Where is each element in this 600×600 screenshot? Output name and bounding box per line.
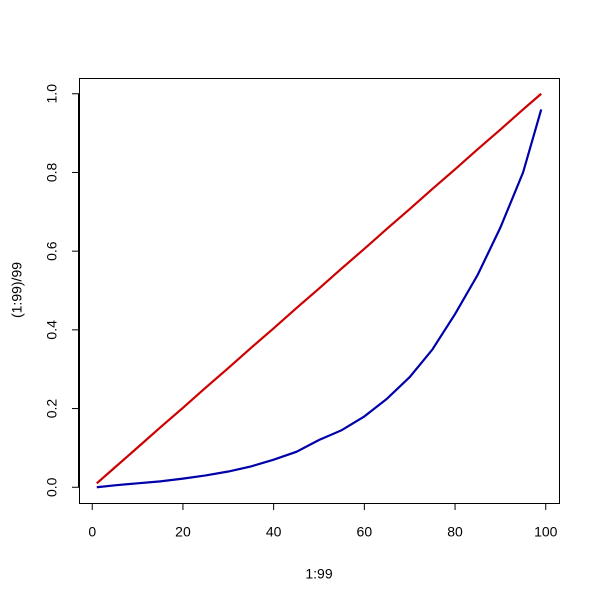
y-tick-label: 0.6 [44, 241, 60, 261]
y-tick-label: 0.0 [44, 477, 60, 497]
y-tick-label: 0.4 [44, 320, 60, 340]
series-line [96, 92, 542, 485]
y-tick-label: 1.0 [44, 84, 60, 104]
x-tick-label: 40 [266, 524, 282, 540]
y-axis-label: (1:99)/99 [9, 262, 25, 318]
x-tick-label: 60 [357, 524, 373, 540]
series-line [96, 109, 543, 489]
x-tick-label: 100 [534, 524, 558, 540]
x-tick-label: 0 [88, 524, 96, 540]
x-tick-label: 80 [447, 524, 463, 540]
x-axis-label: 1:99 [305, 566, 332, 582]
x-tick-label: 20 [175, 524, 191, 540]
y-tick-label: 0.2 [44, 399, 60, 419]
y-tick-label: 0.8 [44, 163, 60, 183]
